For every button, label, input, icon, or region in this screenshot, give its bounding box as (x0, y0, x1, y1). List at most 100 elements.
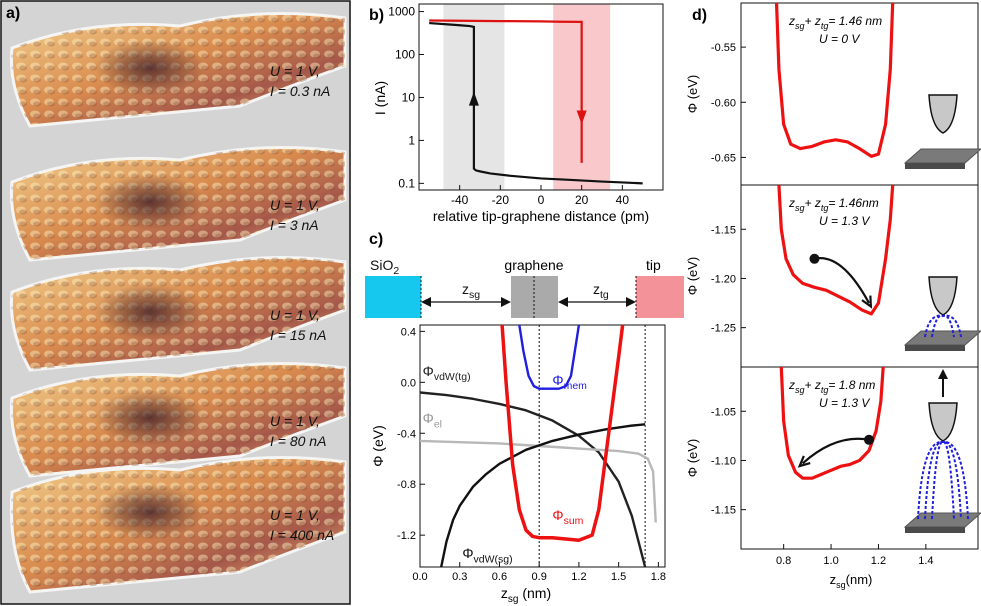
x-axis-title-sub: sg (508, 594, 519, 605)
series-Φvdw(tg) (420, 391, 647, 567)
curve-label-el-main: Φ (423, 410, 434, 426)
stm-tip (928, 94, 958, 134)
y-tick-label: 0.0 (401, 377, 416, 389)
y-axis-title: Φ (eV) (685, 75, 700, 114)
y-tick-label: -1.25 (711, 323, 736, 335)
x-axis-title-main: z (501, 585, 508, 601)
y-axis-title: Φ (eV) (685, 439, 700, 478)
z-sg-label-sub: sg (469, 289, 480, 301)
z-sg-label-main: z (462, 281, 469, 297)
direction-arrow-up (468, 91, 479, 106)
series-Φsum (774, 3, 895, 158)
field-line (924, 440, 962, 520)
field-line (924, 314, 962, 338)
field-line (917, 440, 969, 520)
subpanel-d3: -1.05-1.10-1.15Φ (eV)zsg+ ztg= 1.8 nmU =… (685, 366, 981, 590)
y-tick-label: -0.4 (397, 428, 416, 440)
sio2-label-main: SiO (370, 257, 393, 273)
curve-label-mem-main: Φ (552, 372, 563, 388)
annotation-part: sg (795, 21, 805, 31)
curve-label-sum: Φsum (552, 507, 583, 527)
curve-label-sum-main: Φ (552, 507, 563, 523)
stm-current-label: I = 3 nA (270, 217, 319, 233)
sample-plate (903, 330, 981, 346)
curve-label-vdW(tg): ΦvdW(tg) (423, 363, 471, 383)
x-axis-title: zsg (nm) (501, 585, 551, 605)
annotation-distance: zsg+ ztg= 1.46 nm (788, 14, 882, 31)
tip-label: tip (646, 257, 661, 273)
movement-arrowhead (797, 455, 811, 468)
z-tg-label-main: z (593, 281, 600, 297)
sample-plate-side (905, 527, 965, 533)
curve-label-vdW(sg)-main: Φ (462, 545, 473, 561)
y-tick-label: -1.2 (397, 530, 416, 542)
stm-defect (95, 40, 205, 96)
x-tick-label: 20 (575, 193, 589, 207)
annotation-voltage: U = 0 V (819, 32, 860, 46)
tip-block (636, 276, 684, 318)
annotation-distance: zsg+ ztg= 1.8 nm (788, 378, 875, 395)
plot-frame (740, 366, 979, 550)
x-tick-label: 1.5 (611, 571, 626, 583)
x-tick-label: 0.0 (412, 571, 427, 583)
plot-frame (419, 324, 666, 568)
x-axis-title-unit: (nm) (518, 585, 551, 601)
z-tg-label-sub: tg (600, 289, 609, 301)
annotation-part: + z (805, 378, 821, 392)
plot-area (420, 325, 657, 567)
x-tick-label: 0 (538, 193, 545, 207)
stm-defect (95, 174, 205, 230)
annotation-part: z (788, 196, 795, 210)
x-tick-label: 1.2 (871, 555, 886, 567)
x-axis-title: zsg(nm) (830, 572, 873, 590)
z-sg-label: zsg (462, 281, 480, 301)
panel-c-label: c) (369, 231, 383, 248)
y-tick-label: -1.10 (711, 455, 736, 467)
y-tick-label: -0.55 (711, 42, 736, 54)
series-Φel (420, 439, 657, 523)
y-axis-title: Φ (eV) (685, 257, 700, 296)
stm-voltage-label: U = 1 V, (270, 507, 320, 523)
y-tick-label: -1.20 (711, 273, 736, 285)
curve-label-sum-sub: sum (564, 515, 584, 527)
tip-retract-arrowhead (938, 369, 948, 379)
annotation-part: z (788, 14, 795, 28)
y-axis-title: I (nA) (372, 81, 388, 115)
annotation-part: sg (795, 203, 805, 213)
stm-tip (928, 276, 958, 316)
sample-plate (903, 148, 981, 164)
stm-current-label: I = 80 nA (270, 433, 326, 449)
y-tick-label: -1.05 (711, 406, 736, 418)
panel-a-label: a) (6, 5, 20, 22)
y-tick-label: -0.65 (711, 152, 736, 164)
series-Φmem (518, 325, 581, 390)
sample-plate-side (905, 163, 965, 169)
stm-voltage-label: U = 1 V, (270, 63, 320, 79)
y-tick-label: 0.1 (398, 176, 415, 190)
plot-area (774, 3, 895, 158)
annotation-part: = 1.46nm (828, 196, 878, 210)
sio2-label: SiO2 (370, 257, 399, 277)
curve-label-vdW(tg)-sub: vdW(tg) (434, 371, 471, 383)
stm-image-4: U = 1 V, I = 400 nA (9, 456, 347, 594)
x-tick-label: 0.9 (532, 571, 547, 583)
series-Φsum (500, 325, 625, 543)
curve-label-el-sub: el (434, 418, 442, 430)
y-tick-label: -0.8 (397, 479, 416, 491)
z-tg-arrowhead-left (558, 297, 568, 307)
stm-image-2: U = 1 V, I = 15 nA (9, 256, 347, 372)
annotation-distance: zsg+ ztg= 1.46nm (788, 196, 879, 213)
sio2-label-sub: 2 (393, 265, 399, 277)
x-tick-label: -40 (451, 193, 469, 207)
z-sg-arrowhead-right (501, 297, 511, 307)
stm-defect (95, 390, 205, 446)
annotation-part: = 1.8 nm (828, 378, 875, 392)
y-axis-title: Φ (eV) (370, 425, 386, 467)
stm-current-label: I = 400 nA (270, 527, 334, 543)
stm-current-label: I = 0.3 nA (270, 83, 330, 99)
annotation-part: sg (795, 385, 805, 395)
x-tick-label: 0.3 (452, 571, 467, 583)
x-tick-label: 1.4 (918, 555, 933, 567)
